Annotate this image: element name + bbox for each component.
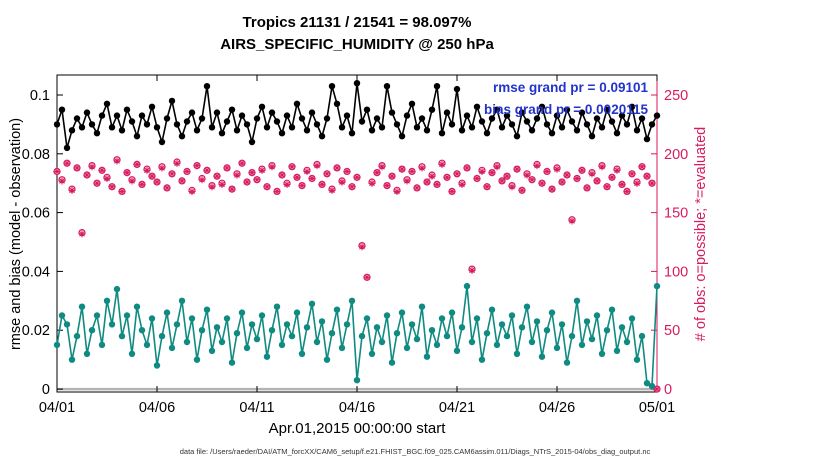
y-tick-label-right: 200 <box>664 147 688 163</box>
x-tick-label: 04/21 <box>439 400 475 416</box>
y-tick-label-left: 0.04 <box>22 264 50 280</box>
y-axis-label-right: # of obs: o=possible; *=evaluated <box>693 126 709 342</box>
x-tick-label: 04/16 <box>339 400 375 416</box>
y-tick-label-left: 0.08 <box>22 147 50 163</box>
x-axis-label: Apr.01,2015 00:00:00 start <box>268 420 446 437</box>
x-tick-label: 04/01 <box>39 400 75 416</box>
legend-bias: bias grand pr = 0.0020115 <box>484 102 648 117</box>
y-tick-label-left: 0.06 <box>22 206 50 222</box>
x-tick-label: 04/11 <box>239 400 274 416</box>
bias-series <box>53 282 661 390</box>
x-tick-label: 04/06 <box>139 400 175 416</box>
y-tick-label-right: 50 <box>664 323 680 339</box>
page-subtitle: AIRS_SPECIFIC_HUMIDITY @ 250 hPa <box>220 36 494 53</box>
y-tick-label-right: 150 <box>664 206 688 222</box>
y-tick-label-right: 0 <box>664 382 672 398</box>
y-axis-label-left: rmse and bias (model - observation) <box>8 117 24 351</box>
legend-rmse: rmse grand pr = 0.09101 <box>493 80 648 95</box>
x-tick-label: 05/01 <box>639 400 675 416</box>
y-tick-label-left: 0 <box>42 382 50 398</box>
plot-titles: Tropics 21131 / 21541 = 98.097% AIRS_SPE… <box>57 12 657 56</box>
possible-obs-series <box>53 156 661 393</box>
y-tick-label-left: 0.02 <box>22 323 50 339</box>
y-tick-label-right: 100 <box>664 264 688 280</box>
rmse-series <box>53 80 661 152</box>
page-title: Tropics 21131 / 21541 = 98.097% <box>242 14 472 31</box>
x-tick-label: 04/26 <box>539 400 575 416</box>
y-tick-label-left: 0.1 <box>30 88 50 104</box>
data-file-caption: data file: /Users/raeder/DAI/ATM_forcXX/… <box>179 447 651 456</box>
evaluated-obs-series <box>53 157 661 393</box>
y-tick-label-right: 250 <box>664 88 688 104</box>
axes: 04/01 04/06 04/11 04/16 04/21 04/26 05/01 0 0.02… <box>22 74 688 416</box>
